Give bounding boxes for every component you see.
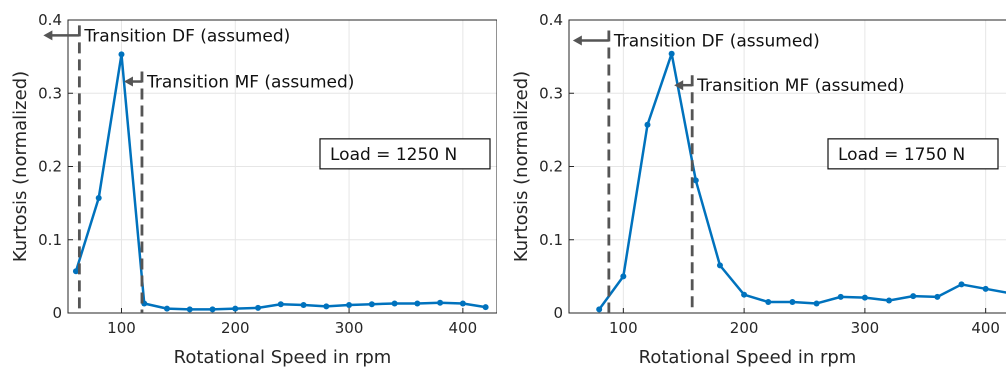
y-tick-label: 0.4 — [38, 11, 62, 29]
data-point — [437, 299, 444, 306]
x-tick-label: 400 — [971, 319, 1000, 337]
data-point — [459, 300, 466, 307]
plot-area: 100 200 300 400 Transition DF (assumed) Trans… — [568, 19, 1006, 337]
data-point — [300, 301, 307, 308]
data-point — [837, 293, 844, 300]
data-point — [95, 194, 102, 201]
data-point — [277, 301, 284, 308]
data-point — [209, 306, 216, 313]
data-point — [741, 291, 748, 298]
transition-arrowhead — [674, 80, 684, 91]
y-axis-label: Kurtosis (normalized) — [10, 71, 31, 262]
data-point — [982, 285, 989, 292]
load-annotation-text: Load = 1250 N — [330, 145, 457, 165]
transition-label: Transition DF (assumed) — [83, 26, 290, 46]
data-point — [910, 293, 917, 300]
load-annotation-text: Load = 1750 N — [838, 145, 965, 165]
y-tick-label: 0.1 — [539, 231, 563, 249]
x-axis-label: Rotational Speed in rpm — [174, 347, 392, 368]
data-point — [482, 304, 489, 311]
x-tick-label: 300 — [335, 319, 364, 337]
data-point — [789, 299, 796, 306]
data-point — [692, 177, 699, 184]
y-tick-label: 0.3 — [38, 84, 62, 102]
y-tick-label: 0 — [52, 304, 62, 322]
y-tick-label: 0.2 — [38, 158, 62, 176]
series-line — [74, 53, 486, 311]
x-tick-label: 100 — [107, 319, 136, 337]
plot-area: 100 200 300 400 Transition DF (assumed) Trans… — [43, 19, 497, 337]
data-point — [813, 300, 820, 307]
data-point — [391, 300, 398, 307]
chart-panel-load-1250: 100 200 300 400 Transition DF (assumed) Trans… — [10, 11, 497, 368]
data-point — [886, 297, 893, 304]
x-tick-label: 400 — [449, 319, 478, 337]
data-point — [255, 304, 262, 311]
data-point — [186, 306, 193, 313]
data-point — [323, 303, 330, 310]
data-point — [118, 51, 125, 58]
x-tick-label: 100 — [609, 319, 638, 337]
transition-label: Transition DF (assumed) — [613, 32, 820, 52]
transition-label: Transition MF (assumed) — [696, 76, 904, 96]
data-point — [368, 301, 375, 308]
data-point — [644, 121, 651, 128]
transition-arrowhead — [43, 30, 53, 41]
data-point — [72, 268, 79, 275]
chart-panel-load-1750: 100 200 300 400 Transition DF (assumed) Trans… — [511, 11, 1006, 368]
y-tick-label: 0.3 — [539, 84, 563, 102]
data-point — [958, 281, 965, 288]
y-tick-label: 0.2 — [539, 158, 563, 176]
data-point — [596, 306, 603, 313]
data-point — [934, 293, 941, 300]
transition-label: Transition MF (assumed) — [146, 73, 354, 93]
data-point — [861, 294, 868, 301]
x-axis-label: Rotational Speed in rpm — [639, 347, 857, 368]
data-point — [232, 305, 239, 312]
transition-arrowhead — [572, 35, 582, 46]
data-point — [620, 273, 627, 280]
data-point — [716, 262, 723, 269]
data-point — [164, 305, 170, 312]
x-tick-label: 200 — [221, 319, 250, 337]
data-point — [414, 300, 421, 307]
y-axis-label: Kurtosis (normalized) — [511, 71, 532, 262]
y-tick-label: 0 — [553, 304, 563, 322]
data-point — [668, 50, 675, 57]
data-point — [765, 299, 772, 306]
y-tick-label: 0.1 — [38, 231, 62, 249]
transition-arrowhead — [123, 76, 133, 87]
data-point — [346, 301, 353, 308]
y-tick-label: 0.4 — [539, 11, 563, 29]
load-annotation-box — [319, 138, 491, 170]
x-tick-label: 200 — [730, 319, 759, 337]
x-tick-label: 300 — [851, 319, 880, 337]
load-annotation-box — [827, 138, 999, 170]
